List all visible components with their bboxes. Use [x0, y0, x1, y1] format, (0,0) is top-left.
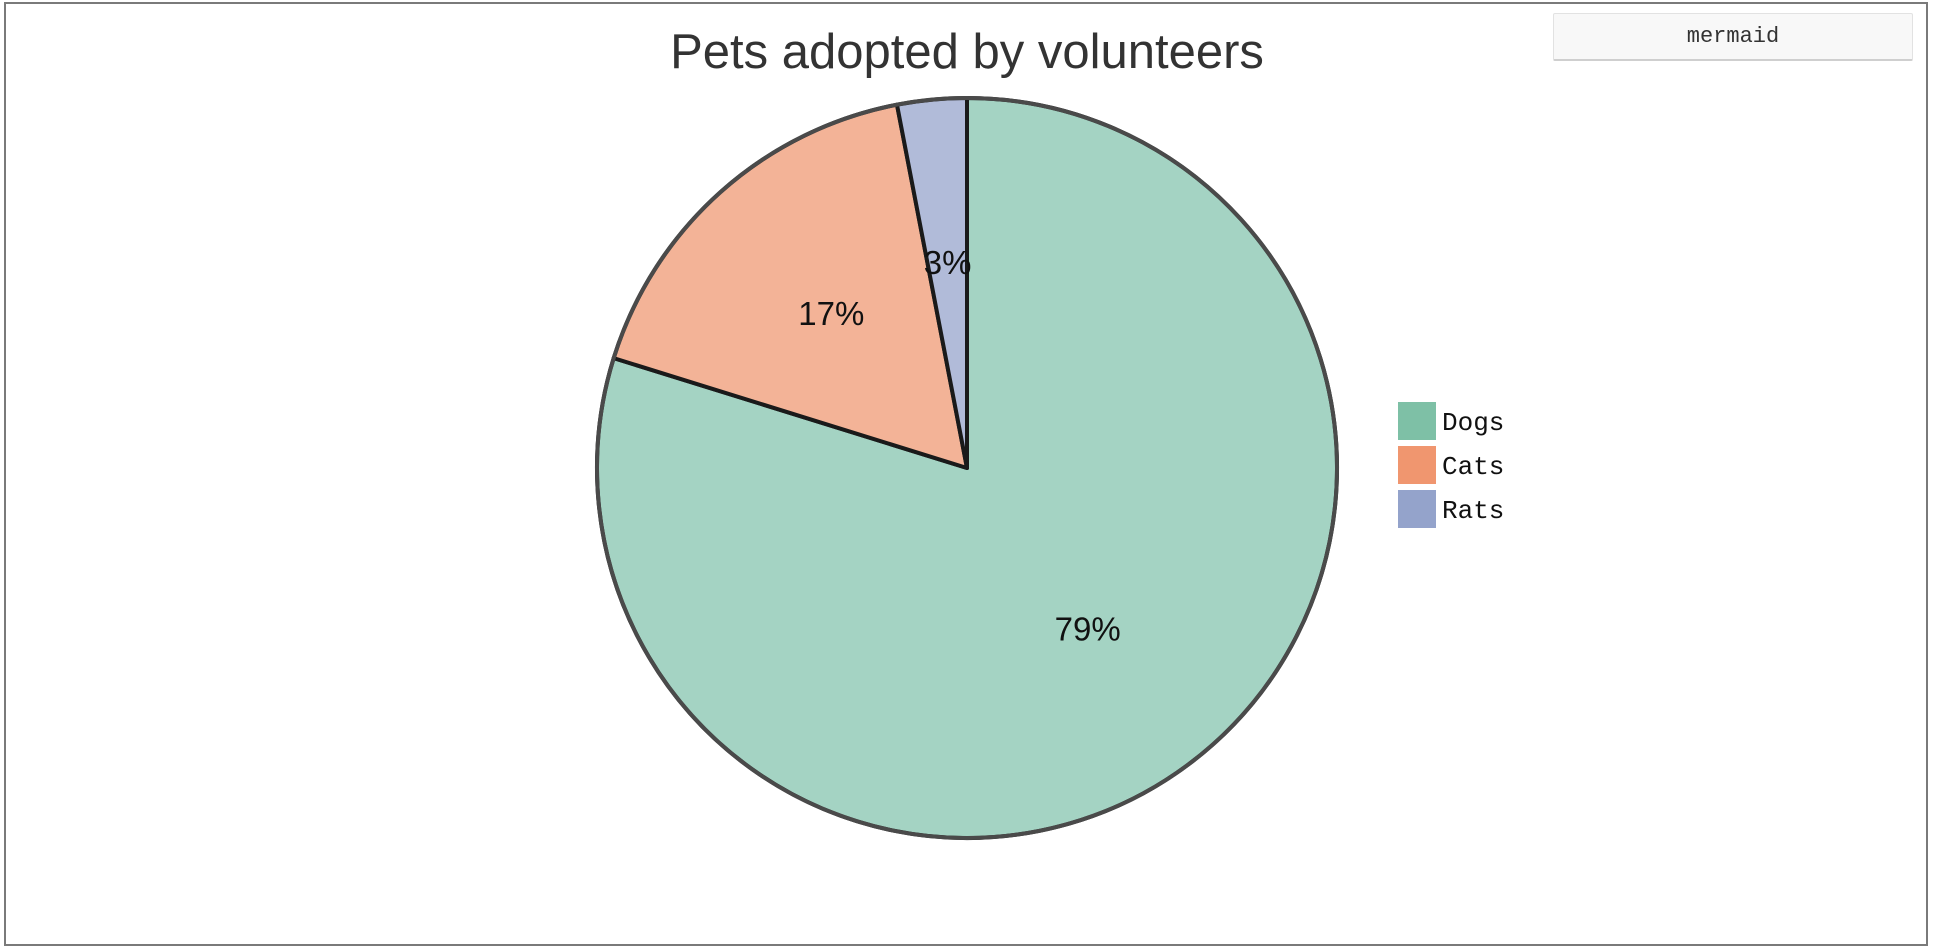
legend: Dogs Cats Rats: [1398, 402, 1504, 528]
slice-label-rats: 3%: [924, 244, 972, 281]
legend-swatch-cats: [1398, 446, 1436, 484]
chart-title: Pets adopted by volunteers: [670, 25, 1264, 79]
legend-label-rats: Rats: [1442, 496, 1504, 526]
legend-label-cats: Cats: [1442, 452, 1504, 482]
legend-swatch-dogs: [1398, 402, 1436, 440]
mermaid-tab-button[interactable]: mermaid: [1553, 13, 1913, 61]
legend-label-dogs: Dogs: [1442, 408, 1504, 438]
pie-outline: [595, 96, 1339, 840]
pie-slices: [595, 96, 1339, 840]
slice-label-cats: 17%: [798, 295, 864, 332]
slice-label-dogs: 79%: [1055, 611, 1121, 648]
pie-slice-labels: 79% 17% 3%: [798, 244, 1120, 647]
legend-swatch-rats: [1398, 490, 1436, 528]
